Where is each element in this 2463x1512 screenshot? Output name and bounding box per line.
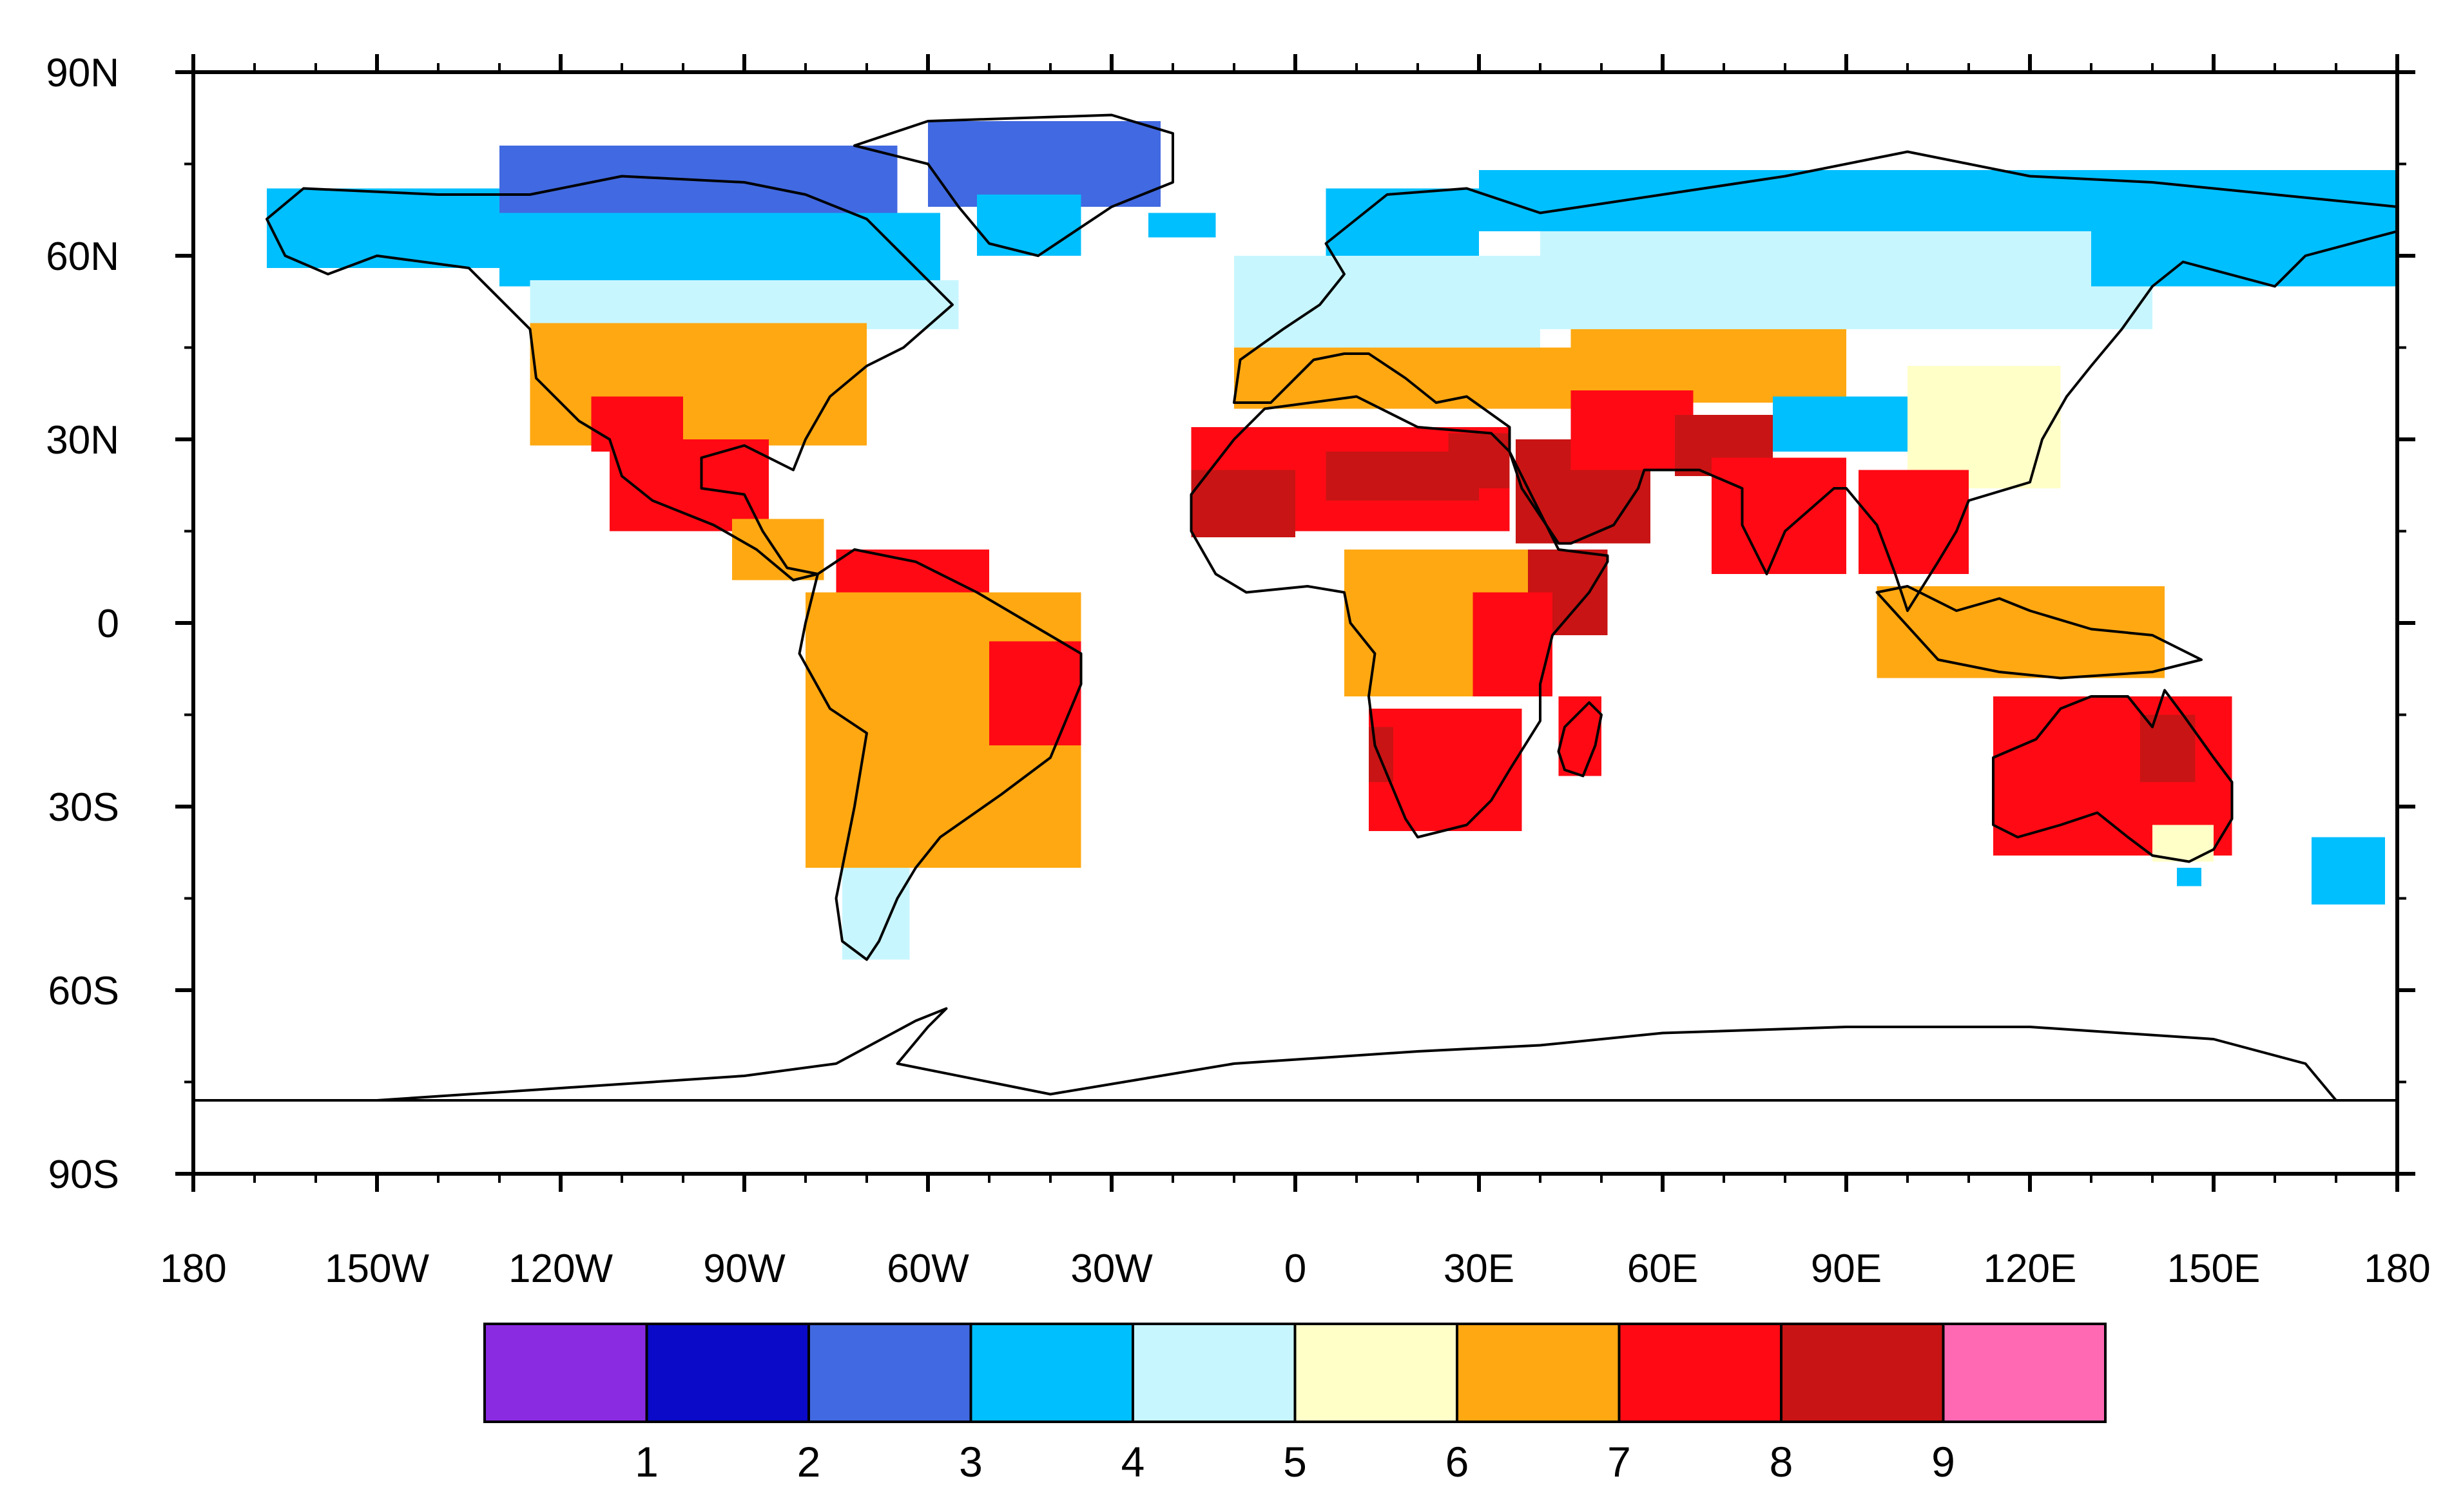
eurasia-outline (1233, 150, 2397, 612)
y-tick-label: 60N (46, 234, 119, 279)
colorbar-box (1293, 1323, 1458, 1423)
colorbar-box (807, 1323, 972, 1423)
region-5 (530, 280, 959, 329)
region-9 (732, 519, 824, 580)
region-44 (2177, 868, 2201, 886)
region-20 (2091, 207, 2397, 287)
y-axis-tick-labels: 90N 60N 30N 0 30S 60S 90S (46, 51, 119, 1197)
x-tick-label: 150E (2167, 1247, 2261, 1291)
north-america-outline (266, 175, 954, 582)
colorbar-label: 4 (1121, 1438, 1145, 1486)
colorbar-box (1132, 1323, 1297, 1423)
y-tick-label: 0 (97, 602, 119, 646)
colorbar-box (1618, 1323, 1782, 1423)
colorbar-label: 3 (959, 1438, 983, 1486)
colorbar-label: 2 (797, 1438, 821, 1486)
colorbar-label: 5 (1283, 1438, 1307, 1486)
region-4 (499, 213, 940, 287)
x-axis-tick-labels: 180 150W 120W 90W 60W 30W 0 30E 60E 90E 120E 150E 18… (160, 1247, 2430, 1291)
antarctica-outline (193, 1007, 2397, 1102)
climate-class-cells (267, 121, 2397, 960)
region-19 (1540, 231, 2152, 329)
colorbar-box (1456, 1323, 1621, 1423)
colorbar-box (1942, 1323, 2107, 1423)
x-tick-label: 60E (1627, 1247, 1698, 1291)
region-41 (2140, 714, 2196, 782)
colorbar-box (969, 1323, 1134, 1423)
colorbar-tick-labels: 1 2 3 4 5 6 7 8 9 (635, 1438, 1955, 1486)
region-32 (1859, 470, 1969, 574)
region-12 (989, 641, 1081, 745)
colorbar-label: 6 (1445, 1438, 1469, 1486)
x-tick-label: 30W (1070, 1247, 1153, 1291)
region-1 (977, 195, 1081, 256)
x-tick-label: 120W (508, 1247, 613, 1291)
colorbar-box (1780, 1323, 1945, 1423)
africa-outline (1190, 395, 1609, 839)
x-tick-label: 120E (1984, 1247, 2077, 1291)
y-tick-label: 30N (46, 418, 119, 463)
x-tick-label: 90E (1811, 1247, 1882, 1291)
region-16 (1234, 256, 1540, 354)
region-43 (2312, 837, 2385, 904)
colorbar-box (645, 1323, 810, 1423)
axis-ticks (175, 54, 2415, 1192)
colorbar-label: 7 (1607, 1438, 1631, 1486)
colorbar (483, 1323, 2107, 1423)
x-tick-label: 60W (887, 1247, 969, 1291)
region-15 (1326, 188, 1479, 268)
region-26 (1191, 470, 1295, 537)
colorbar-label: 9 (1931, 1438, 1955, 1486)
x-tick-label: 150W (325, 1247, 429, 1291)
region-39 (1558, 696, 1601, 776)
colorbar-box (483, 1323, 648, 1423)
y-tick-label: 60S (48, 969, 119, 1013)
continent-outlines (193, 113, 2397, 1102)
indonesia-outline (1875, 585, 2203, 680)
region-31 (1712, 457, 1846, 574)
y-tick-label: 90N (46, 51, 119, 95)
colorbar-label: 1 (635, 1438, 659, 1486)
region-3 (267, 188, 499, 268)
region-17 (1234, 347, 1571, 409)
australia-outline (1992, 689, 2234, 863)
region-22 (1773, 396, 1920, 452)
madagascar-outline (1557, 701, 1603, 778)
region-6 (530, 323, 867, 446)
region-14 (1148, 213, 1216, 238)
x-tick-label: 30E (1444, 1247, 1514, 1291)
y-tick-label: 90S (48, 1153, 119, 1197)
y-tick-label: 30S (48, 785, 119, 830)
x-tick-label: 180 (2364, 1247, 2430, 1291)
greenland-outline (853, 113, 1174, 257)
south-america-outline (798, 548, 1083, 961)
x-tick-label: 90W (703, 1247, 786, 1291)
region-29 (1570, 390, 1694, 470)
map-plot-area (193, 72, 2397, 1174)
region-0 (928, 121, 1161, 207)
region-36 (1473, 592, 1552, 696)
x-tick-label: 0 (1284, 1247, 1306, 1291)
colorbar-label: 8 (1770, 1438, 1793, 1486)
region-2 (499, 146, 898, 219)
x-tick-label: 180 (160, 1247, 226, 1291)
region-37 (1369, 709, 1522, 831)
